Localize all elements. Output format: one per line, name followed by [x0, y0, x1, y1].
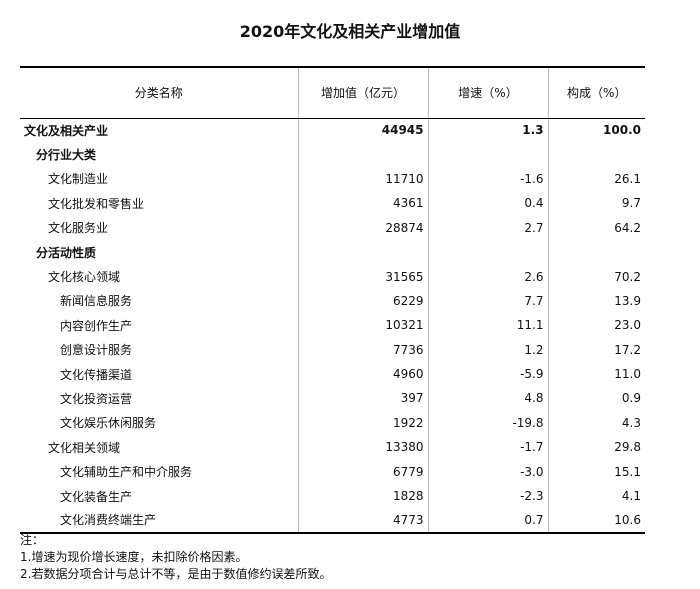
number-cell: 23.0	[547, 313, 645, 338]
number-cell: 4.8	[427, 386, 548, 411]
number-cell: 1.2	[427, 337, 548, 362]
number-cell: 4.1	[547, 483, 645, 509]
name-cell: 文化辅助生产和中介服务	[60, 465, 193, 480]
number-cell: 0.7	[427, 508, 548, 534]
number-cell: 7.7	[427, 288, 548, 314]
header-row: 分类名称 增加值（亿元） 增速（%） 构成（%）	[20, 66, 645, 119]
number-cell: 4361	[297, 191, 428, 216]
table-row: 文化相关领域 13380 -1.7 29.8	[20, 435, 645, 460]
table-row: 文化批发和零售业 4361 0.4 9.7	[20, 191, 645, 216]
number-cell: 44945	[297, 118, 428, 143]
table-row: 分行业大类	[20, 142, 645, 167]
number-cell: 28874	[297, 215, 428, 240]
empty-cell	[297, 239, 428, 265]
name-cell: 文化批发和零售业	[48, 196, 145, 211]
number-cell: 6229	[297, 288, 428, 314]
name-cell: 文化服务业	[48, 221, 109, 236]
name-cell: 文化及相关产业	[24, 123, 109, 138]
table-row: 文化制造业 11710 -1.6 26.1	[20, 166, 645, 192]
number-cell: 13.9	[547, 288, 645, 314]
notes-label: 注：	[20, 533, 45, 547]
number-cell: 15.1	[547, 459, 645, 484]
number-cell: 29.8	[547, 435, 645, 460]
table-row: 分活动性质	[20, 239, 645, 265]
number-cell: -2.3	[427, 483, 548, 509]
number-cell: 2.7	[427, 215, 548, 240]
number-cell: -19.8	[427, 410, 548, 436]
name-cell: 文化传播渠道	[60, 367, 133, 382]
number-cell: 10321	[297, 313, 428, 338]
number-cell: 6779	[297, 459, 428, 484]
table-body: 文化及相关产业 44945 1.3 100.0 分行业大类 文化制造业 11710 -1.6 2…	[20, 118, 645, 534]
name-cell: 文化装备生产	[60, 489, 133, 504]
header-cell: 增加值（亿元）	[297, 66, 428, 119]
title: 2020年文化及相关产业增加值	[239, 22, 461, 41]
header-cell: 构成（%）	[547, 66, 645, 119]
name-cell: 文化相关领域	[48, 440, 121, 455]
header-cell: 分类名称	[20, 66, 298, 119]
name-cell: 新闻信息服务	[60, 294, 133, 309]
number-cell: 4960	[297, 361, 428, 387]
number-cell: 70.2	[547, 264, 645, 289]
table-row: 文化投资运营 397 4.8 0.9	[20, 386, 645, 411]
table-row: 文化消费终端生产 4773 0.7 10.6	[20, 508, 645, 534]
table-row: 文化传播渠道 4960 -5.9 11.0	[20, 361, 645, 387]
number-cell: 397	[297, 386, 428, 411]
number-cell: 10.6	[547, 508, 645, 534]
table-row: 文化核心领域 31565 2.6 70.2	[20, 264, 645, 289]
table-row: 文化娱乐休闲服务 1922 -19.8 4.3	[20, 410, 645, 436]
table-row: 文化辅助生产和中介服务 6779 -3.0 15.1	[20, 459, 645, 484]
empty-cell	[547, 142, 645, 167]
number-cell: 2.6	[427, 264, 548, 289]
number-cell: 11.0	[547, 361, 645, 387]
name-cell: 文化娱乐休闲服务	[60, 416, 157, 431]
name-cell: 文化制造业	[48, 172, 109, 187]
number-cell: 1828	[297, 483, 428, 509]
notes: 注： 1.增速为现价增长速度，未扣除价格因素。 2.若数据分项合计与总计不等，是由于…	[20, 532, 331, 583]
table-row: 内容创作生产 10321 11.1 23.0	[20, 313, 645, 338]
name-cell: 文化投资运营	[60, 391, 133, 406]
name-cell: 创意设计服务	[60, 343, 133, 358]
table-row: 文化服务业 28874 2.7 64.2	[20, 215, 645, 240]
number-cell: 11.1	[427, 313, 548, 338]
table-row: 文化装备生产 1828 -2.3 4.1	[20, 483, 645, 509]
note-item: 2.若数据分项合计与总计不等，是由于数值修约误差所致。	[20, 567, 332, 581]
number-cell: 4773	[297, 508, 428, 534]
number-cell: -1.7	[427, 435, 548, 460]
empty-cell	[427, 239, 548, 265]
name-cell: 内容创作生产	[60, 318, 133, 333]
number-cell: -1.6	[427, 166, 548, 192]
number-cell: 0.4	[427, 191, 548, 216]
note-item: 1.增速为现价增长速度，未扣除价格因素。	[20, 550, 248, 564]
name-cell: 文化核心领域	[48, 270, 121, 285]
number-cell: 17.2	[547, 337, 645, 362]
table-row: 创意设计服务 7736 1.2 17.2	[20, 337, 645, 362]
number-cell: 100.0	[547, 118, 645, 143]
number-cell: 9.7	[547, 191, 645, 216]
number-cell: 1922	[297, 410, 428, 436]
number-cell: 64.2	[547, 215, 645, 240]
number-cell: 31565	[297, 264, 428, 289]
empty-cell	[427, 142, 548, 167]
number-cell: 13380	[297, 435, 428, 460]
empty-cell	[297, 142, 428, 167]
number-cell: 1.3	[427, 118, 548, 143]
table-row: 新闻信息服务 6229 7.7 13.9	[20, 288, 645, 314]
empty-cell	[547, 239, 645, 265]
name-cell: 分活动性质	[36, 245, 97, 260]
header-cell: 增速（%）	[427, 66, 548, 119]
number-cell: 0.9	[547, 386, 645, 411]
number-cell: 7736	[297, 337, 428, 362]
name-cell: 文化消费终端生产	[20, 508, 298, 534]
data-table: 分类名称 增加值（亿元） 增速（%） 构成（%） 文化及相关产业 44945 1.3 100…	[20, 66, 645, 534]
number-cell: 11710	[297, 166, 428, 192]
number-cell: -3.0	[427, 459, 548, 484]
number-cell: -5.9	[427, 361, 548, 387]
number-cell: 4.3	[547, 410, 645, 436]
table-row: 文化及相关产业 44945 1.3 100.0	[20, 118, 645, 143]
number-cell: 26.1	[547, 166, 645, 192]
name-cell: 分行业大类	[36, 148, 97, 163]
